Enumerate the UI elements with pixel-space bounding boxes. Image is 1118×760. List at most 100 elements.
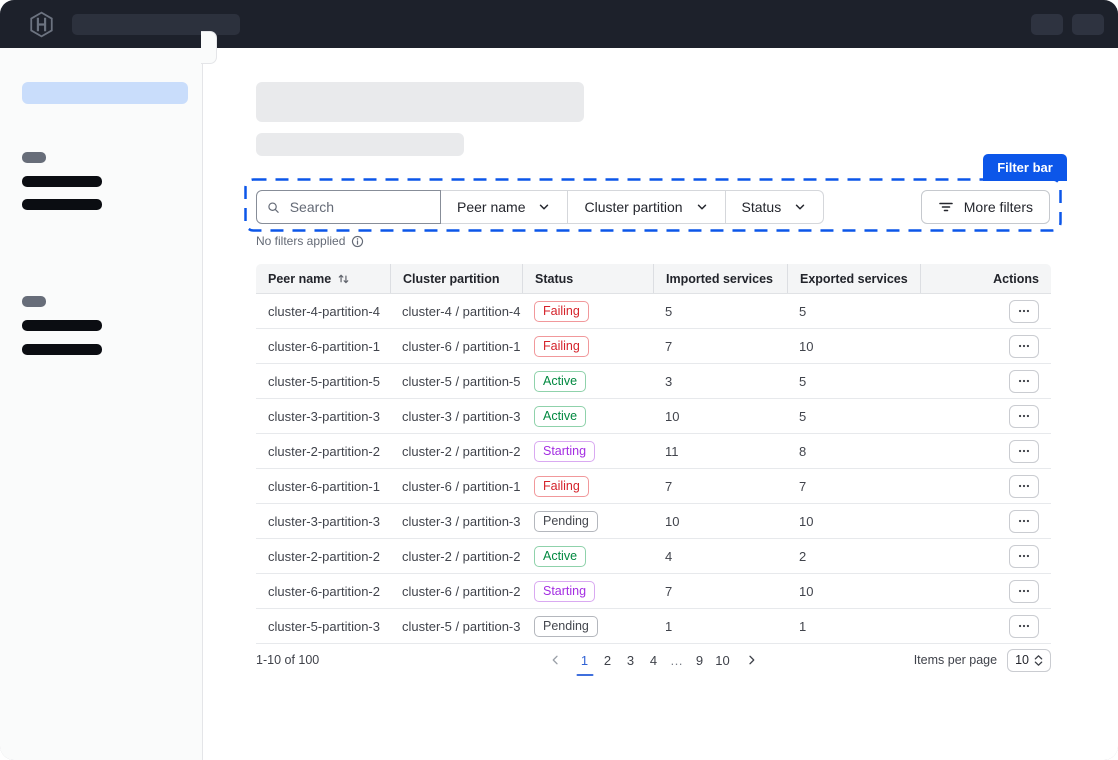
column-header-status: Status [522, 264, 653, 293]
sidebar-toggle[interactable] [201, 31, 217, 64]
cell-actions [920, 299, 1051, 323]
top-nav [0, 0, 1118, 48]
pagination: 1-10 of 100 1 2 3 4 … 9 10 [256, 647, 1051, 676]
cell-cluster-partition: cluster-6 / partition-1 [402, 478, 521, 494]
sidebar-item-skeleton[interactable] [22, 320, 102, 331]
filter-status-text: No filters applied [256, 234, 346, 248]
search-input[interactable] [287, 198, 430, 216]
row-actions-button[interactable] [1009, 474, 1039, 498]
cell-cluster-partition: cluster-5 / partition-3 [402, 618, 521, 634]
nav-action-skeleton-1[interactable] [1031, 13, 1063, 35]
page-button[interactable]: 3 [619, 648, 642, 672]
previous-page-button[interactable] [544, 648, 567, 672]
ellipsis-icon [1018, 484, 1030, 488]
page-button[interactable]: 10 [711, 648, 734, 672]
status-badge: Active [534, 545, 587, 567]
nav-action-skeleton-2[interactable] [1072, 13, 1104, 35]
column-header-imported-services: Imported services [653, 264, 787, 293]
cell-imported-services: 3 [665, 373, 673, 389]
hashicorp-logo-icon [30, 11, 53, 37]
info-icon[interactable] [351, 235, 364, 248]
ellipsis-icon [1018, 519, 1030, 523]
row-actions-button[interactable] [1009, 299, 1039, 323]
row-actions-button[interactable] [1009, 404, 1039, 428]
chevron-right-icon [749, 655, 755, 665]
row-actions-button[interactable] [1009, 509, 1039, 533]
cell-status: Failing [522, 300, 653, 322]
filter-dropdown[interactable]: Cluster partition [567, 191, 724, 223]
cell-imported-services: 7 [665, 478, 673, 494]
cell-status: Starting [522, 440, 653, 462]
table-row: cluster-5-partition-5 cluster-5 / partit… [256, 364, 1051, 399]
chevron-left-icon [552, 655, 558, 665]
cell-actions [920, 544, 1051, 568]
ellipsis-icon [1018, 379, 1030, 383]
page-subtitle-skeleton [256, 133, 464, 156]
cell-imported-services: 10 [665, 513, 680, 529]
cell-exported-services: 5 [799, 408, 807, 424]
next-page-button[interactable] [740, 648, 763, 672]
page-button[interactable]: 9 [688, 648, 711, 672]
table-row: cluster-6-partition-1 cluster-6 / partit… [256, 329, 1051, 364]
cell-peer-name: cluster-2-partition-2 [268, 548, 380, 564]
table-row: cluster-6-partition-2 cluster-6 / partit… [256, 574, 1051, 609]
ellipsis-icon [1018, 344, 1030, 348]
cell-peer-name: cluster-6-partition-1 [268, 478, 380, 494]
search-box[interactable] [256, 190, 441, 224]
filter-dropdown-group: Peer name Cluster partition Status [441, 190, 825, 224]
sidebar-item-skeleton[interactable] [22, 176, 102, 187]
chevrons-up-down-icon [1034, 654, 1043, 666]
table-body: cluster-4-partition-4 cluster-4 / partit… [256, 294, 1051, 644]
cell-imported-services: 11 [665, 443, 679, 459]
sidebar-active-item-skeleton[interactable] [22, 82, 188, 104]
filter-bar: Peer name Cluster partition Status More … [244, 178, 1062, 232]
status-badge: Active [534, 370, 587, 392]
ellipsis-icon [1018, 554, 1030, 558]
cell-peer-name: cluster-5-partition-5 [268, 373, 380, 389]
page-button[interactable]: 1 [573, 648, 596, 676]
sidebar-item-skeleton[interactable] [22, 199, 102, 210]
cell-cluster-partition: cluster-6 / partition-2 [402, 583, 521, 599]
column-header-exported-services: Exported services [787, 264, 920, 293]
cell-imported-services: 1 [665, 618, 673, 634]
page-button[interactable]: 4 [642, 648, 665, 672]
cell-status: Pending [522, 615, 653, 637]
cell-exported-services: 10 [799, 513, 814, 529]
row-actions-button[interactable] [1009, 369, 1039, 393]
main-content: Filter bar Peer name [203, 48, 1118, 760]
cell-status: Active [522, 370, 653, 392]
peers-table: Peer name Cluster partition Status Impor… [256, 264, 1051, 644]
cell-actions [920, 509, 1051, 533]
table-row: cluster-3-partition-3 cluster-3 / partit… [256, 399, 1051, 434]
status-badge: Failing [534, 300, 589, 322]
row-actions-button[interactable] [1009, 544, 1039, 568]
row-actions-button[interactable] [1009, 579, 1039, 603]
status-badge: Starting [534, 440, 596, 462]
filter-dropdown[interactable]: Status [724, 191, 824, 223]
row-actions-button[interactable] [1009, 614, 1039, 638]
more-filters-button[interactable]: More filters [920, 190, 1050, 224]
filter-dropdown[interactable]: Peer name [441, 191, 567, 223]
nav-search-skeleton[interactable] [72, 13, 240, 35]
row-actions-button[interactable] [1009, 334, 1039, 358]
cell-actions [920, 474, 1051, 498]
cell-imported-services: 10 [665, 408, 680, 424]
page-title-skeleton [256, 82, 584, 122]
cell-exported-services: 8 [799, 443, 807, 459]
status-badge: Pending [534, 615, 598, 637]
filter-status-row: No filters applied [256, 234, 364, 248]
more-filters-label: More filters [963, 199, 1033, 215]
sidebar-item-skeleton[interactable] [22, 344, 102, 355]
column-header-actions: Actions [920, 264, 1051, 293]
cell-cluster-partition: cluster-6 / partition-1 [402, 338, 521, 354]
search-icon [268, 201, 279, 213]
items-per-page-select[interactable]: 10 [1007, 648, 1051, 672]
page-button[interactable]: 2 [596, 648, 619, 672]
cell-cluster-partition: cluster-5 / partition-5 [402, 373, 521, 389]
status-badge: Starting [534, 580, 596, 602]
row-actions-button[interactable] [1009, 439, 1039, 463]
items-per-page: Items per page 10 [914, 648, 1051, 672]
column-header-peer-name[interactable]: Peer name [256, 264, 390, 293]
cell-status: Active [522, 405, 653, 427]
